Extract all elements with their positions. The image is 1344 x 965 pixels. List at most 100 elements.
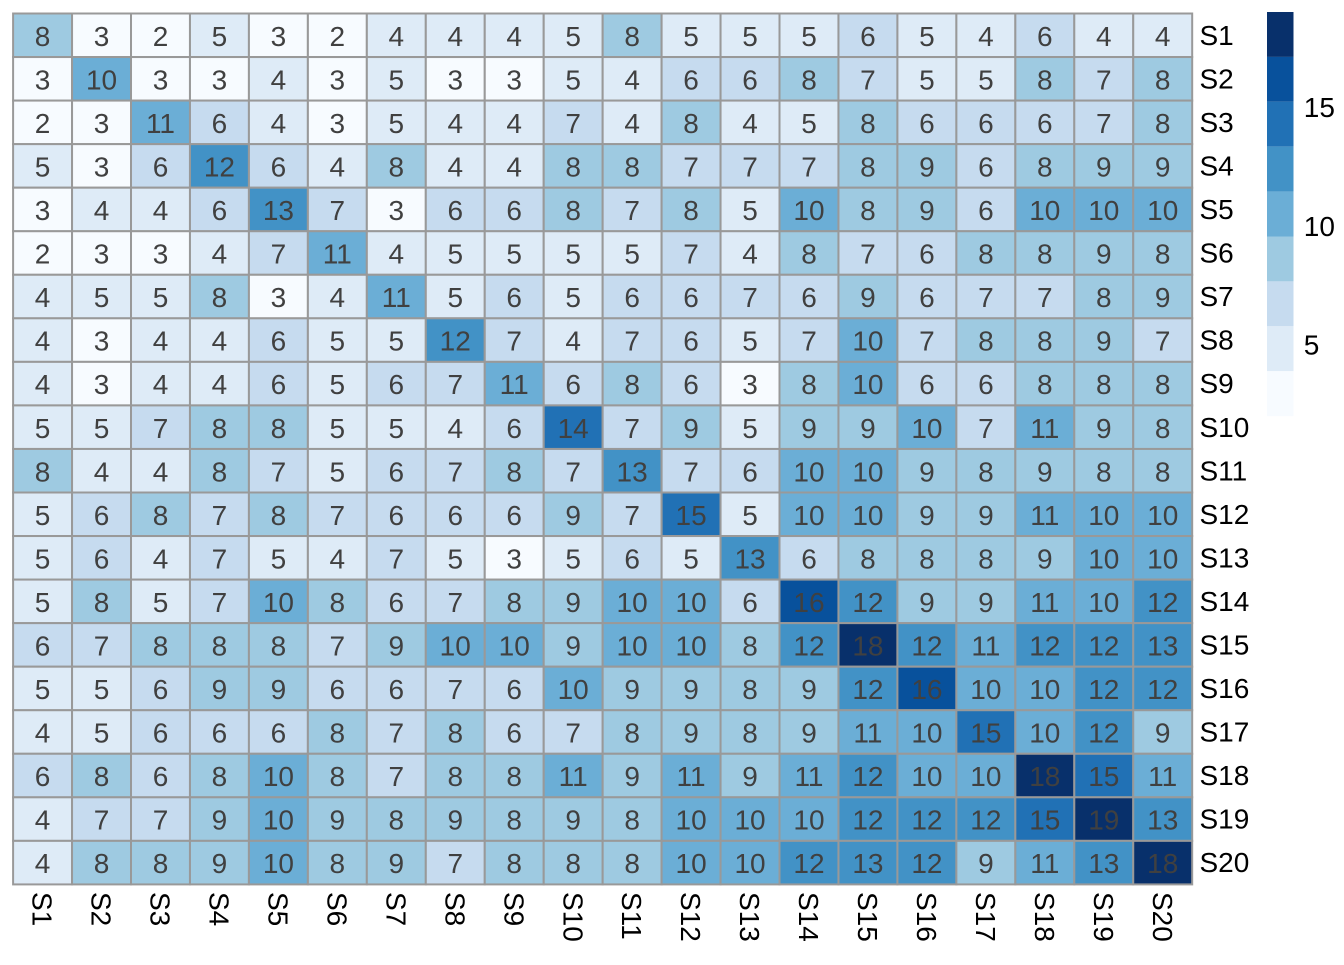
- svg-text:8: 8: [447, 718, 463, 749]
- svg-text:8: 8: [1155, 239, 1171, 270]
- svg-text:S17: S17: [970, 892, 1001, 942]
- svg-text:5: 5: [565, 543, 581, 574]
- svg-text:4: 4: [94, 195, 110, 226]
- svg-text:7: 7: [1096, 64, 1112, 95]
- svg-text:S8: S8: [1200, 325, 1234, 356]
- svg-text:3: 3: [35, 195, 51, 226]
- svg-text:10: 10: [793, 805, 824, 836]
- svg-text:3: 3: [94, 326, 110, 357]
- svg-text:8: 8: [1096, 369, 1112, 400]
- svg-text:4: 4: [271, 64, 287, 95]
- svg-text:12: 12: [852, 761, 883, 792]
- svg-text:6: 6: [153, 761, 169, 792]
- svg-text:8: 8: [212, 631, 228, 662]
- svg-text:S16: S16: [1200, 673, 1250, 704]
- svg-text:12: 12: [1088, 674, 1119, 705]
- svg-text:16: 16: [793, 587, 824, 618]
- svg-text:3: 3: [94, 239, 110, 270]
- svg-text:12: 12: [1088, 718, 1119, 749]
- svg-text:S19: S19: [1088, 892, 1119, 942]
- svg-text:11: 11: [794, 761, 823, 792]
- svg-text:8: 8: [153, 631, 169, 662]
- svg-text:8: 8: [1096, 282, 1112, 313]
- svg-text:7: 7: [447, 369, 463, 400]
- svg-text:10: 10: [852, 500, 883, 531]
- svg-text:8: 8: [978, 326, 994, 357]
- svg-text:9: 9: [1155, 282, 1171, 313]
- svg-text:6: 6: [153, 152, 169, 183]
- svg-text:S13: S13: [734, 892, 765, 942]
- svg-text:5: 5: [35, 500, 51, 531]
- svg-text:8: 8: [1155, 413, 1171, 444]
- svg-text:9: 9: [212, 674, 228, 705]
- svg-text:9: 9: [212, 805, 228, 836]
- svg-text:7: 7: [683, 152, 699, 183]
- svg-text:8: 8: [624, 21, 640, 52]
- svg-text:6: 6: [978, 108, 994, 139]
- svg-text:4: 4: [506, 108, 522, 139]
- svg-text:8: 8: [624, 369, 640, 400]
- svg-text:7: 7: [447, 587, 463, 618]
- svg-text:6: 6: [683, 326, 699, 357]
- svg-text:S4: S4: [204, 892, 235, 926]
- svg-text:6: 6: [506, 282, 522, 313]
- svg-text:8: 8: [35, 21, 51, 52]
- svg-text:8: 8: [389, 805, 405, 836]
- svg-text:4: 4: [153, 326, 169, 357]
- svg-text:8: 8: [35, 456, 51, 487]
- svg-text:15: 15: [970, 718, 1001, 749]
- svg-text:4: 4: [330, 152, 346, 183]
- svg-text:4: 4: [35, 805, 51, 836]
- svg-text:6: 6: [271, 152, 287, 183]
- svg-text:10: 10: [1029, 718, 1060, 749]
- svg-text:5: 5: [212, 21, 228, 52]
- svg-text:7: 7: [212, 500, 228, 531]
- svg-text:5: 5: [447, 282, 463, 313]
- svg-text:6: 6: [683, 282, 699, 313]
- svg-text:10: 10: [793, 195, 824, 226]
- svg-text:12: 12: [852, 587, 883, 618]
- svg-text:7: 7: [94, 631, 110, 662]
- svg-text:6: 6: [624, 543, 640, 574]
- svg-text:7: 7: [919, 326, 935, 357]
- svg-text:S6: S6: [1200, 238, 1234, 269]
- svg-text:8: 8: [565, 152, 581, 183]
- svg-text:7: 7: [624, 195, 640, 226]
- svg-text:5: 5: [330, 369, 346, 400]
- svg-text:4: 4: [94, 456, 110, 487]
- svg-text:6: 6: [389, 500, 405, 531]
- svg-text:18: 18: [1029, 761, 1060, 792]
- svg-text:9: 9: [978, 500, 994, 531]
- svg-text:7: 7: [1155, 326, 1171, 357]
- svg-text:6: 6: [742, 456, 758, 487]
- svg-text:4: 4: [35, 326, 51, 357]
- svg-text:9: 9: [1096, 326, 1112, 357]
- svg-text:8: 8: [742, 718, 758, 749]
- svg-text:8: 8: [389, 152, 405, 183]
- svg-text:4: 4: [447, 413, 463, 444]
- svg-text:10: 10: [970, 761, 1001, 792]
- svg-text:10: 10: [852, 456, 883, 487]
- svg-text:6: 6: [389, 456, 405, 487]
- svg-text:8: 8: [506, 587, 522, 618]
- svg-text:8: 8: [624, 805, 640, 836]
- svg-text:8: 8: [860, 152, 876, 183]
- svg-text:8: 8: [565, 848, 581, 879]
- svg-text:7: 7: [389, 761, 405, 792]
- svg-text:7: 7: [624, 500, 640, 531]
- svg-text:6: 6: [35, 761, 51, 792]
- svg-text:9: 9: [860, 413, 876, 444]
- svg-text:10: 10: [558, 674, 589, 705]
- svg-text:6: 6: [919, 369, 935, 400]
- svg-text:5: 5: [565, 64, 581, 95]
- svg-text:7: 7: [624, 413, 640, 444]
- svg-text:12: 12: [793, 631, 824, 662]
- svg-text:10: 10: [1088, 500, 1119, 531]
- svg-text:10: 10: [440, 631, 471, 662]
- svg-text:5: 5: [801, 108, 817, 139]
- svg-text:S16: S16: [911, 892, 942, 942]
- svg-text:10: 10: [676, 805, 707, 836]
- svg-text:9: 9: [919, 195, 935, 226]
- svg-text:4: 4: [506, 152, 522, 183]
- svg-text:5: 5: [389, 413, 405, 444]
